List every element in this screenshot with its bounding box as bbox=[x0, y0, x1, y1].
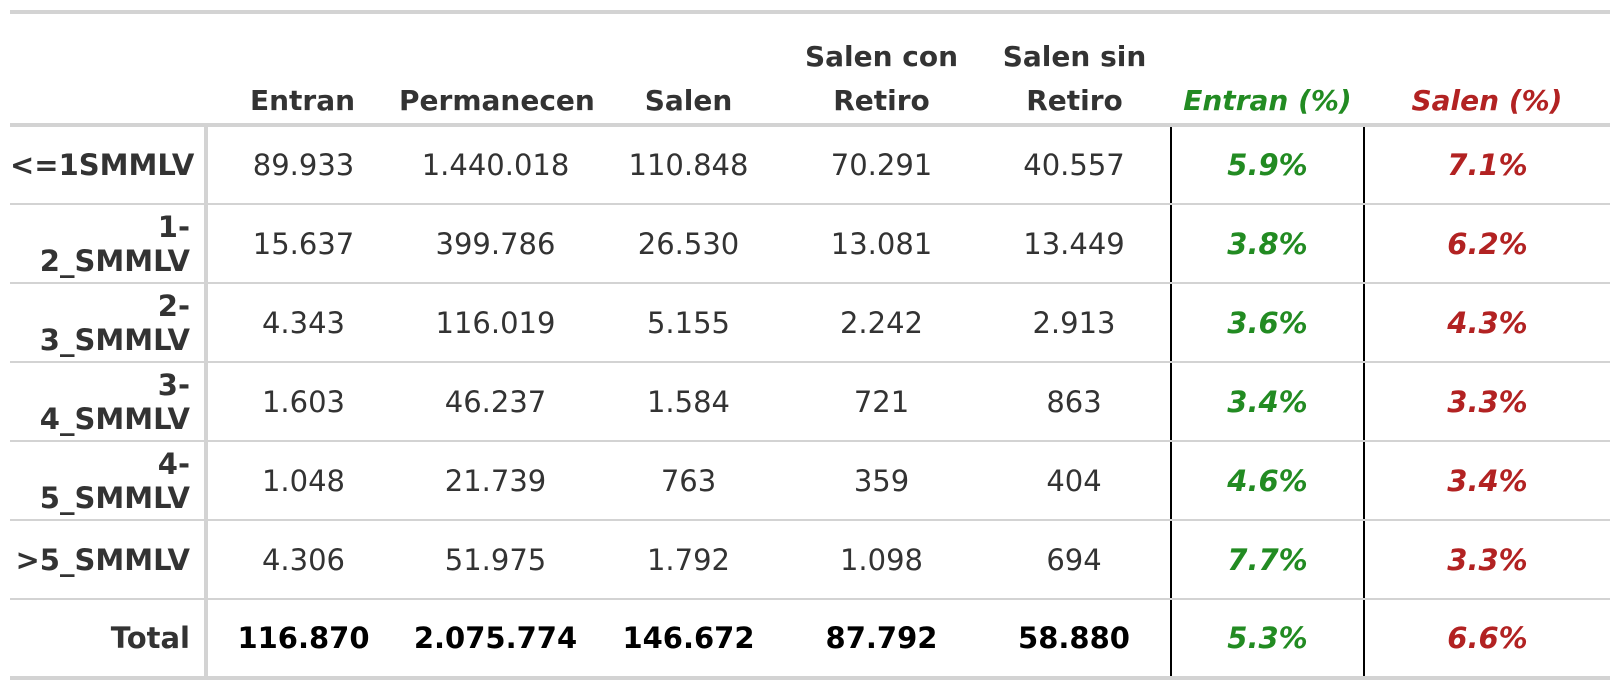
cell-entran-pct: 3.8% bbox=[1170, 204, 1364, 284]
cell-entran-pct: 5.9% bbox=[1170, 125, 1364, 205]
cell-salen: 1.584 bbox=[592, 362, 785, 442]
cell-salen-con-retiro: 70.291 bbox=[785, 125, 978, 205]
cell-salen-pct: 3.4% bbox=[1363, 441, 1610, 521]
cell-entran-pct: 5.3% bbox=[1170, 598, 1364, 680]
header-salen: Salen bbox=[592, 10, 785, 127]
header-entran: Entran bbox=[206, 10, 399, 127]
cell-salen-sin-retiro: 2.913 bbox=[978, 283, 1171, 363]
cell-salen: 26.530 bbox=[592, 204, 785, 284]
cell-salen-con-retiro: 1.098 bbox=[785, 520, 978, 600]
cell-permanecen: 21.739 bbox=[399, 441, 592, 521]
header-salen-con-retiro: Salen con Retiro bbox=[785, 10, 978, 127]
header-stub bbox=[10, 10, 206, 127]
data-table-container: Entran Permanecen Salen Salen con Retiro… bbox=[10, 10, 1610, 680]
cell-permanecen: 1.440.018 bbox=[399, 125, 592, 205]
header-salen-sin-retiro-line2: Retiro bbox=[1026, 84, 1123, 117]
cell-permanecen: 51.975 bbox=[399, 520, 592, 600]
table-header: Entran Permanecen Salen Salen con Retiro… bbox=[10, 10, 1610, 127]
data-table: Entran Permanecen Salen Salen con Retiro… bbox=[10, 10, 1610, 680]
cell-entran: 89.933 bbox=[206, 125, 399, 205]
header-entran-pct: Entran (%) bbox=[1171, 10, 1364, 127]
cell-salen-pct: 6.2% bbox=[1363, 204, 1610, 284]
cell-salen: 110.848 bbox=[592, 125, 785, 205]
cell-salen-con-retiro: 87.792 bbox=[785, 598, 978, 680]
cell-salen-con-retiro: 721 bbox=[785, 362, 978, 442]
cell-entran: 1.048 bbox=[206, 441, 399, 521]
cell-salen-con-retiro: 2.242 bbox=[785, 283, 978, 363]
cell-salen-con-retiro: 13.081 bbox=[785, 204, 978, 284]
cell-stub: <=1SMMLV bbox=[10, 125, 208, 205]
cell-salen-pct: 3.3% bbox=[1363, 520, 1610, 600]
cell-entran-pct: 3.6% bbox=[1170, 283, 1364, 363]
cell-stub: 1-2_SMMLV bbox=[10, 204, 208, 284]
cell-entran-pct: 4.6% bbox=[1170, 441, 1364, 521]
cell-permanecen: 2.075.774 bbox=[399, 598, 592, 680]
header-salen-sin-retiro-line1: Salen sin bbox=[1002, 40, 1147, 73]
cell-salen-pct: 3.3% bbox=[1363, 362, 1610, 442]
cell-permanecen: 399.786 bbox=[399, 204, 592, 284]
header-salen-pct: Salen (%) bbox=[1364, 10, 1610, 127]
cell-salen-sin-retiro: 58.880 bbox=[978, 598, 1171, 680]
cell-stub: 2-3_SMMLV bbox=[10, 283, 208, 363]
cell-entran: 4.343 bbox=[206, 283, 399, 363]
cell-salen-sin-retiro: 863 bbox=[978, 362, 1171, 442]
cell-permanecen: 46.237 bbox=[399, 362, 592, 442]
cell-stub: Total bbox=[10, 598, 208, 680]
cell-entran: 15.637 bbox=[206, 204, 399, 284]
table-row: >5_SMMLV 4.306 51.975 1.792 1.098 694 7.7% 3.3% bbox=[10, 520, 1610, 600]
table-row: 1-2_SMMLV 15.637 399.786 26.530 13.081 13.449… bbox=[10, 204, 1610, 284]
table-row: 4-5_SMMLV 1.048 21.739 763 359 404 4.6% 3.4% bbox=[10, 441, 1610, 521]
cell-salen-sin-retiro: 13.449 bbox=[978, 204, 1171, 284]
table-row: <=1SMMLV 89.933 1.440.018 110.848 70.291 40.5… bbox=[10, 125, 1610, 205]
cell-salen-pct: 6.6% bbox=[1363, 598, 1610, 680]
cell-entran-pct: 3.4% bbox=[1170, 362, 1364, 442]
cell-entran: 116.870 bbox=[206, 598, 399, 680]
cell-salen: 5.155 bbox=[592, 283, 785, 363]
cell-salen: 763 bbox=[592, 441, 785, 521]
cell-stub: 4-5_SMMLV bbox=[10, 441, 208, 521]
cell-stub: 3-4_SMMLV bbox=[10, 362, 208, 442]
header-salen-con-retiro-line2: Retiro bbox=[833, 84, 930, 117]
cell-salen-sin-retiro: 404 bbox=[978, 441, 1171, 521]
cell-entran-pct: 7.7% bbox=[1170, 520, 1364, 600]
cell-entran: 1.603 bbox=[206, 362, 399, 442]
cell-salen-pct: 4.3% bbox=[1363, 283, 1610, 363]
table-body: <=1SMMLV 89.933 1.440.018 110.848 70.291 40.5… bbox=[10, 125, 1610, 680]
header-salen-sin-retiro: Salen sin Retiro bbox=[978, 10, 1171, 127]
total-row: Total 116.870 2.075.774 146.672 87.792 58.880… bbox=[10, 598, 1610, 680]
header-row: Entran Permanecen Salen Salen con Retiro… bbox=[10, 10, 1610, 127]
cell-salen-con-retiro: 359 bbox=[785, 441, 978, 521]
header-permanecen: Permanecen bbox=[399, 10, 595, 127]
cell-salen-sin-retiro: 694 bbox=[978, 520, 1171, 600]
cell-salen-sin-retiro: 40.557 bbox=[978, 125, 1171, 205]
table-row: 3-4_SMMLV 1.603 46.237 1.584 721 863 3.4% 3.3% bbox=[10, 362, 1610, 442]
table-row: 2-3_SMMLV 4.343 116.019 5.155 2.242 2.913 3.6%… bbox=[10, 283, 1610, 363]
cell-salen-pct: 7.1% bbox=[1363, 125, 1610, 205]
cell-stub: >5_SMMLV bbox=[10, 520, 208, 600]
cell-salen: 146.672 bbox=[592, 598, 785, 680]
cell-permanecen: 116.019 bbox=[399, 283, 592, 363]
header-salen-con-retiro-line1: Salen con bbox=[804, 40, 959, 73]
cell-entran: 4.306 bbox=[206, 520, 399, 600]
cell-salen: 1.792 bbox=[592, 520, 785, 600]
